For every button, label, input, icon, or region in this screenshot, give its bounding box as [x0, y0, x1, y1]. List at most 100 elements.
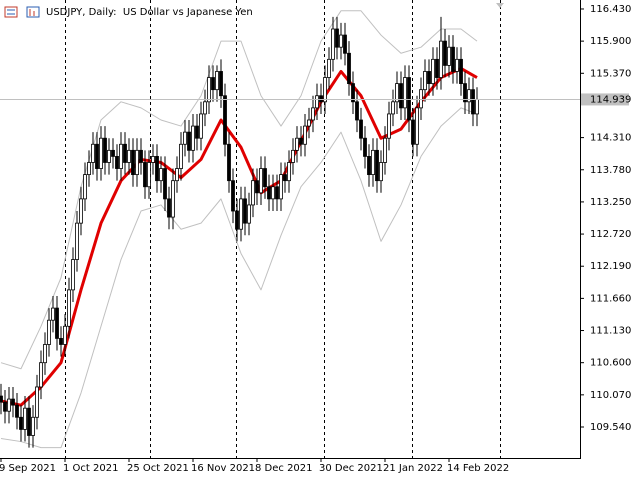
y-tick-label: 109.540: [590, 422, 631, 433]
y-tick-label: 115.370: [590, 68, 631, 79]
candle-body: [59, 338, 63, 345]
candle-body: [71, 259, 75, 291]
candle-body: [335, 28, 339, 48]
candle-body: [51, 307, 55, 321]
candle-body: [319, 95, 323, 103]
candle-body: [407, 77, 411, 121]
candle-body: [111, 149, 115, 157]
candle-body: [307, 119, 311, 127]
candle-body: [155, 156, 159, 182]
candle-body: [339, 34, 343, 48]
x-tick-label: 30 Dec 2021: [319, 463, 383, 474]
candle-body: [167, 198, 171, 218]
y-tick-label: 113.250: [590, 197, 631, 208]
candle-body: [35, 386, 39, 418]
candle-body: [291, 149, 295, 163]
candle-body: [211, 77, 215, 91]
candle-body: [223, 95, 227, 145]
chart-title: USDJPY, Daily: US Dollar vs Japanese Yen: [46, 7, 253, 18]
candle-body: [39, 362, 43, 388]
candle-body: [251, 180, 255, 206]
candle-body: [103, 137, 107, 163]
candle-body: [383, 137, 387, 163]
candle-body: [235, 210, 239, 230]
candle-body: [287, 162, 291, 182]
candle-body: [239, 198, 243, 230]
candle-body: [107, 149, 111, 163]
band-line: [0, 107, 478, 449]
x-tick-label: 25 Oct 2021: [127, 463, 189, 474]
candle-body: [355, 101, 359, 121]
y-tick-label: 111.130: [590, 326, 631, 337]
x-tick-label: 1 Oct 2021: [63, 463, 118, 474]
candle-body: [227, 143, 231, 182]
candle-body: [367, 156, 371, 176]
candle-body: [7, 398, 11, 412]
candle-body: [163, 168, 167, 200]
candle-body: [371, 149, 375, 176]
candle-body: [459, 58, 463, 85]
candle-body: [359, 119, 363, 139]
candle-body: [303, 125, 307, 145]
candle-body: [423, 71, 427, 91]
candle-body: [351, 83, 355, 103]
y-tick-label: 115.900: [590, 36, 631, 47]
candle-body: [463, 83, 467, 103]
candle-body: [151, 156, 155, 163]
candle-body: [363, 137, 367, 157]
candle-body: [27, 407, 31, 436]
candle-body: [135, 149, 139, 176]
plot-area: [0, 10, 479, 449]
candle-body: [159, 168, 163, 182]
candle-body: [427, 71, 431, 85]
candle-body: [119, 143, 123, 169]
candle-body: [387, 113, 391, 139]
y-tick-label: 112.720: [590, 229, 631, 240]
candle-body: [115, 156, 119, 169]
candle-body: [331, 28, 335, 60]
candle-body: [99, 137, 103, 169]
candle-body: [375, 149, 379, 182]
candle-body: [3, 401, 7, 412]
candle-body: [219, 71, 223, 97]
y-tick-label: 114.310: [590, 133, 631, 144]
candle-body: [199, 113, 203, 139]
candle-body: [311, 107, 315, 121]
y-tick-label: 110.600: [590, 358, 631, 369]
candle-body: [175, 168, 179, 182]
candle-body: [451, 46, 455, 72]
candle-body: [379, 162, 383, 182]
candle-body: [43, 344, 47, 364]
y-tick-label: 110.070: [590, 390, 631, 401]
candle-body: [83, 174, 87, 200]
candle-body: [31, 416, 35, 436]
x-tick-label: 14 Feb 2022: [447, 463, 509, 474]
candle-body: [203, 101, 207, 115]
candle-body: [91, 143, 95, 163]
candle-body: [215, 71, 219, 91]
x-tick-label: 16 Nov 2021: [191, 463, 255, 474]
candle-body: [415, 107, 419, 145]
candle-body: [55, 307, 59, 339]
candle-body: [79, 198, 83, 224]
x-tick-label: 9 Sep 2021: [0, 463, 56, 474]
y-tick-label: 113.780: [590, 165, 631, 176]
candle-body: [299, 137, 303, 145]
candle-body: [443, 40, 447, 66]
candle-body: [295, 137, 299, 151]
candle-body: [283, 174, 287, 182]
candle-body: [391, 101, 395, 115]
icon: [26, 6, 40, 18]
candle-body: [247, 204, 251, 224]
candle-body: [255, 180, 259, 194]
candle-body: [343, 34, 347, 54]
candle-body: [243, 198, 247, 224]
candle-body: [183, 131, 187, 145]
candle-body: [471, 89, 475, 115]
candle-body: [23, 407, 27, 430]
candle-body: [191, 125, 195, 151]
price-label: 114.939: [590, 94, 631, 105]
candle-body: [267, 186, 271, 200]
